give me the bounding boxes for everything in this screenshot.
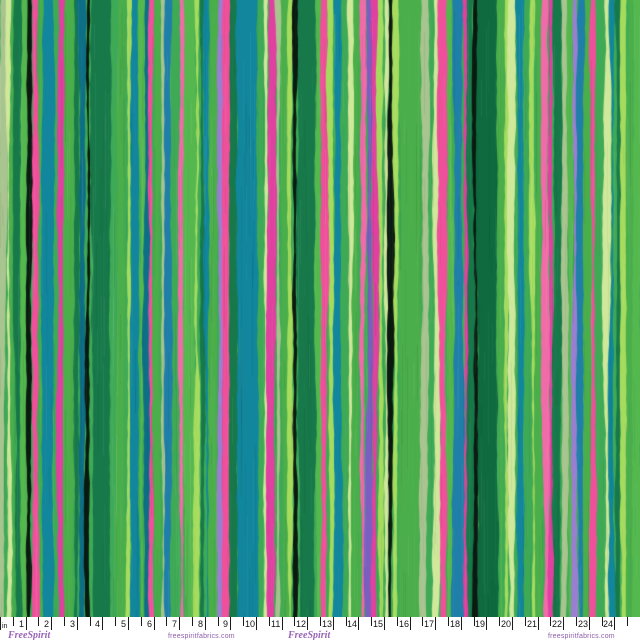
ruler-number-label: 9 xyxy=(223,619,229,629)
ruler-tick-minor xyxy=(38,617,39,626)
ruler-tick-major xyxy=(333,617,334,630)
ruler-tick-minor xyxy=(166,617,167,626)
ruler-number-label: 1 xyxy=(19,619,25,629)
ruler-tick-minor xyxy=(141,617,142,626)
ruler-number-label: 8 xyxy=(198,619,204,629)
ruler-tick-major xyxy=(0,617,1,630)
ruler-tick-minor xyxy=(397,617,398,626)
vertical-stripe-canvas xyxy=(0,0,640,617)
ruler-tick-minor xyxy=(269,617,270,626)
ruler-number-label: 14 xyxy=(347,619,358,629)
ruler-number-label: 23 xyxy=(578,619,589,629)
website-url-center: freespiritfabrics.com xyxy=(168,633,235,640)
ruler-tick-major xyxy=(486,617,487,630)
ruler-tick-major xyxy=(307,617,308,630)
ruler-number-label: 18 xyxy=(450,619,461,629)
ruler-tick-major xyxy=(230,617,231,630)
ruler-number-label: 6 xyxy=(147,619,153,629)
ruler-tick-major xyxy=(179,617,180,630)
ruler-tick-minor xyxy=(192,617,193,626)
ruler-tick-minor xyxy=(576,617,577,626)
ruler-tick-minor xyxy=(243,617,244,626)
ruler-number-label: 19 xyxy=(475,619,486,629)
ruler-tick-major xyxy=(384,617,385,630)
ruler-tick-minor xyxy=(294,617,295,626)
ruler-number-label: 15 xyxy=(373,619,384,629)
ruler-number-label: 20 xyxy=(501,619,512,629)
ruler-tick-minor xyxy=(448,617,449,626)
freespirit-logo-left: FreeSpirit xyxy=(8,630,51,640)
freespirit-logo-center: FreeSpirit xyxy=(288,630,331,640)
ruler-number-label: 3 xyxy=(70,619,76,629)
ruler-tick-major xyxy=(589,617,590,630)
ruler-number-label: 24 xyxy=(603,619,614,629)
ruler-tick-minor xyxy=(499,617,500,626)
ruler-tick-major xyxy=(512,617,513,630)
measurement-ruler: 1 2 3 4 5 6 7 8 9 10 11 12 13 14 15 16 17 18 19 20 21 22 23 24 … xyxy=(0,617,640,640)
ruler-tick-major xyxy=(614,617,615,630)
ruler-number-label: 17 xyxy=(424,619,435,629)
ruler-tick-minor xyxy=(90,617,91,626)
ruler-tick-major xyxy=(538,617,539,630)
ruler-number-label: 4 xyxy=(95,619,101,629)
ruler-tick-minor xyxy=(525,617,526,626)
ruler-tick-major xyxy=(128,617,129,630)
ruler-tick-minor xyxy=(474,617,475,626)
ruler-number-label: 2 xyxy=(44,619,50,629)
ruler-unit-label: in xyxy=(2,623,8,630)
ruler-tick-minor xyxy=(346,617,347,626)
ruler-number-label: 22 xyxy=(552,619,563,629)
ruler-number-label: 11 xyxy=(271,619,281,629)
ruler-tick-major xyxy=(461,617,462,630)
ruler-tick-major xyxy=(435,617,436,630)
website-url-right: freespiritfabrics.com xyxy=(548,633,615,640)
ruler-number-label: 7 xyxy=(172,619,178,629)
ruler-tick-minor xyxy=(218,617,219,626)
ruler-tick-minor xyxy=(320,617,321,626)
ruler-tick-major xyxy=(77,617,78,630)
ruler-number-label: 16 xyxy=(399,619,410,629)
ruler-tick-minor xyxy=(602,617,603,626)
ruler-number-label: 10 xyxy=(245,619,256,629)
ruler-tick-minor xyxy=(550,617,551,626)
ruler-tick-major xyxy=(51,617,52,630)
ruler-tick-minor xyxy=(115,617,116,626)
ruler-tick-major xyxy=(154,617,155,630)
ruler-tick-major xyxy=(102,617,103,630)
ruler-number-label: 5 xyxy=(121,619,127,629)
ruler-tick-major xyxy=(26,617,27,630)
ruler-tick-major xyxy=(410,617,411,630)
ruler-tick-minor xyxy=(422,617,423,626)
ruler-number-label: 12 xyxy=(296,619,307,629)
ruler-tick-minor xyxy=(627,617,628,626)
ruler-number-label: 13 xyxy=(322,619,333,629)
ruler-tick-major xyxy=(358,617,359,630)
fabric-pattern xyxy=(0,0,640,617)
ruler-tick-minor xyxy=(371,617,372,626)
ruler-tick-minor xyxy=(64,617,65,626)
ruler-tick-major xyxy=(205,617,206,630)
ruler-tick-major xyxy=(563,617,564,630)
ruler-tick-major xyxy=(256,617,257,630)
ruler-tick-major xyxy=(282,617,283,630)
ruler-tick-minor xyxy=(13,617,14,626)
ruler-number-label: 21 xyxy=(527,619,538,629)
